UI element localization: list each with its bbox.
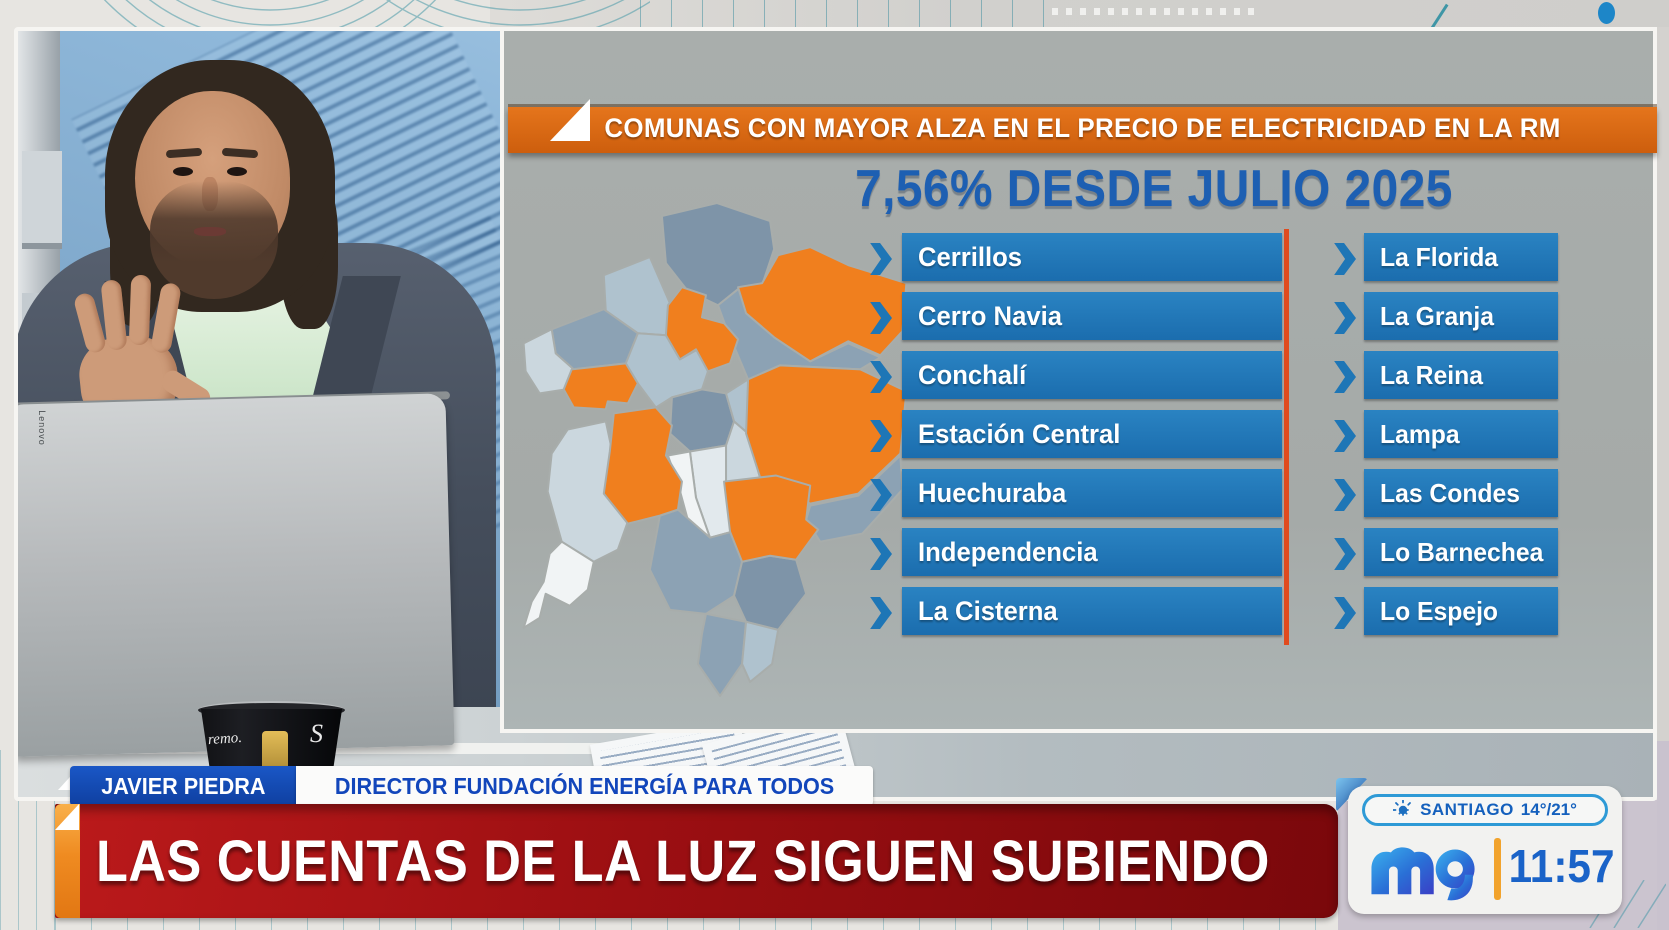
commune-item-bar: Huechuraba: [902, 469, 1282, 517]
commune-item-bar: Independencia: [902, 528, 1282, 576]
commune-item-bar: Lo Espejo: [1364, 587, 1558, 635]
commune-item-bar: La Florida: [1364, 233, 1558, 281]
desk-edge-highlight: [18, 743, 830, 754]
commune-item-bar: La Cisterna: [902, 587, 1282, 635]
laptop-brand-label: Lenovo: [36, 410, 47, 446]
commune-item-bar: La Granja: [1364, 292, 1558, 340]
chevron-right-icon: [1334, 302, 1356, 334]
chevron-right-icon: [1334, 361, 1356, 393]
panel-title: COMUNAS CON MAYOR ALZA EN EL PRECIO DE E…: [604, 113, 1561, 143]
clock-widget: SANTIAGO 14°/21° 11:57: [1348, 786, 1622, 914]
column-divider: [1284, 229, 1289, 645]
chevron-right-icon: [1334, 538, 1356, 570]
infographic-panel: COMUNAS CON MAYOR ALZA EN EL PRECIO DE E…: [500, 27, 1657, 733]
presenter-finger: [128, 274, 152, 346]
weather-temps: 14°/21°: [1520, 800, 1577, 819]
chevron-right-icon: [1334, 597, 1356, 629]
commune-item-bar: La Reina: [1364, 351, 1558, 399]
santiago-communes-map: [522, 202, 908, 697]
mega-logo: [1371, 847, 1475, 901]
chevron-right-icon: [1334, 243, 1356, 275]
chevron-right-icon: [1334, 479, 1356, 511]
commune-item-bar: Lampa: [1364, 410, 1558, 458]
presenter-beard: [150, 181, 278, 299]
commune-item-bar: Lo Barnechea: [1364, 528, 1558, 576]
presenter-mouth: [194, 227, 226, 236]
mug-script-initial: S: [310, 719, 323, 748]
sun-icon: [1393, 800, 1414, 820]
studio-shelf: [22, 151, 62, 243]
alza-subtitle: 7,56% DESDE JULIO 2025: [855, 160, 1453, 218]
panel-header-bar: [508, 107, 1657, 153]
time-display: 11:57: [1509, 840, 1615, 892]
chevron-right-icon: [1334, 420, 1356, 452]
headline-banner: [55, 804, 1338, 918]
clock-divider: [1494, 838, 1501, 900]
presenter-eye-left: [173, 167, 193, 176]
vertical-lines-decoration: [640, 0, 1070, 28]
commune-item-bar: Cerro Navia: [902, 292, 1282, 340]
presenter-eye-right: [227, 167, 247, 176]
commune-item-bar: Conchalí: [902, 351, 1282, 399]
headline-text: LAS CUENTAS DE LA LUZ SIGUEN SUBIENDO: [96, 828, 1270, 894]
right-edge-backdrop-lower: [1657, 741, 1669, 930]
blue-dot-decoration: [1598, 2, 1615, 24]
speaker-role: DIRECTOR FUNDACIÓN ENERGÍA PARA TODOS: [296, 766, 873, 806]
arc-pattern-decoration: [103, 0, 650, 30]
weather-pill: SANTIAGO 14°/21°: [1362, 794, 1608, 826]
bottom-lines-decoration: [55, 914, 1335, 930]
right-edge-backdrop: [1657, 27, 1669, 741]
speaker-name: JAVIER PIEDRA: [70, 766, 296, 806]
weather-city: SANTIAGO: [1420, 800, 1514, 819]
commune-item-bar: Las Condes: [1364, 469, 1558, 517]
mug-script-text: remo.: [207, 729, 243, 749]
commune-item-bar: Cerrillos: [902, 233, 1282, 281]
dotted-row-decoration: [1052, 8, 1257, 15]
commune-item-bar: Estación Central: [902, 410, 1282, 458]
